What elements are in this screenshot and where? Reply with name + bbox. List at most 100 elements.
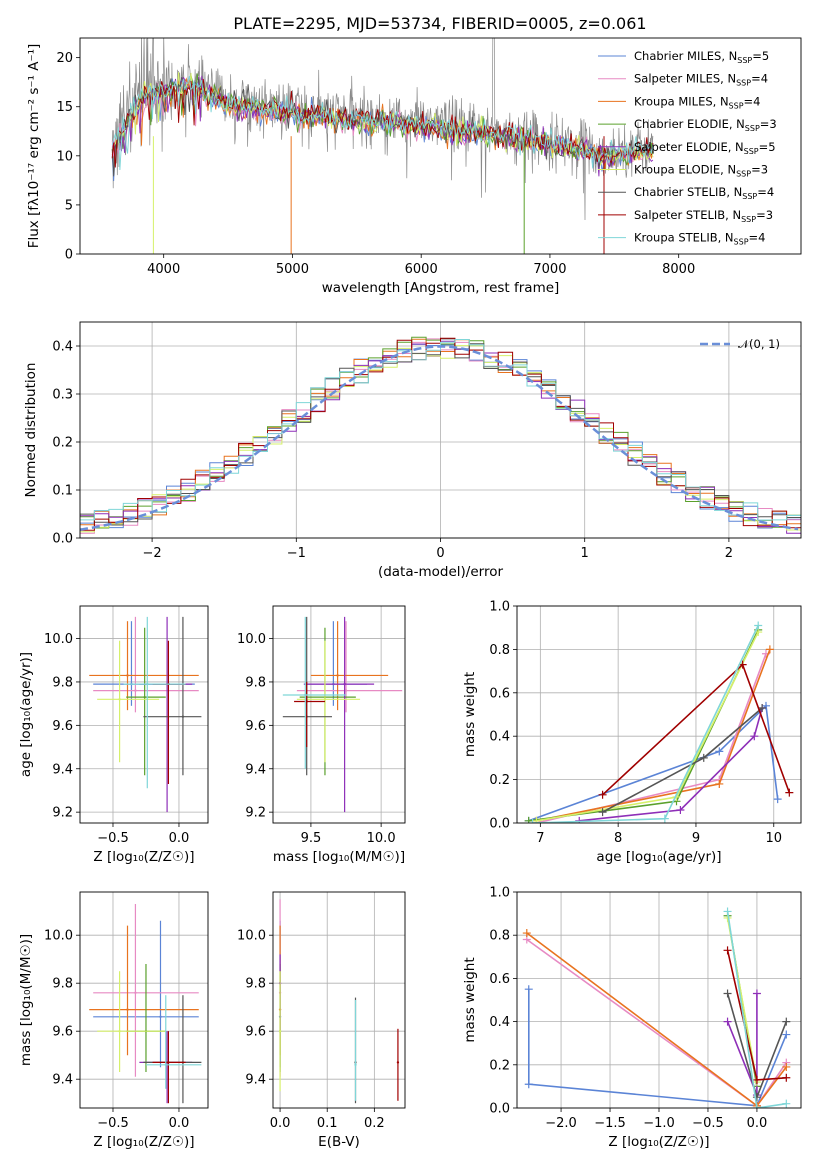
age-vs-mass-frame — [272, 605, 406, 824]
weight-vs-age-line-4 — [579, 707, 763, 822]
spectrum-xtick-label-3: 7000 — [533, 262, 566, 277]
weight-vs-Z-ytick-label-1: 0.2 — [489, 1058, 510, 1073]
weight-vs-age-frame — [516, 605, 802, 824]
legend-nssp-3: =3 — [760, 117, 777, 131]
age-vs-Z-ytick-label-1: 9.4 — [52, 762, 73, 777]
spectrum-ytick-label-3: 15 — [56, 100, 73, 115]
mass-vs-ebv-ytick-label-2: 9.8 — [245, 977, 266, 992]
weight-vs-age-xtick-label-3: 10 — [765, 831, 782, 846]
weight-vs-age-ytick-label-0: 0.0 — [489, 817, 510, 832]
age-vs-Z-frame — [79, 605, 209, 824]
legend-nssp-7: =3 — [756, 208, 773, 222]
mass-vs-ebv-xtick-label-2: 0.2 — [364, 1116, 385, 1131]
weight-vs-age-marker-8-0 — [528, 819, 537, 823]
mass-vs-Z-xtick-label-0: −0.5 — [97, 1116, 129, 1131]
age-vs-Z-point-1 — [134, 689, 137, 692]
weight-vs-age-marker-0-3 — [773, 795, 782, 804]
legend-label-3: Chabrier ELODIE, NSSP=3 — [634, 117, 777, 133]
age-vs-Z-point-5 — [118, 698, 121, 701]
mass-vs-Z-ytick-label-1: 9.6 — [52, 1025, 73, 1040]
mass-vs-ebv-frame — [272, 891, 406, 1109]
age-vs-Z-xlabel: Z [log₁₀(Z/Z☉)] — [93, 849, 194, 865]
spectrum-plot-area — [111, 38, 654, 254]
weight-vs-age-marker-0-1 — [715, 747, 724, 756]
age-vs-Z-ytick-label-3: 9.8 — [52, 675, 73, 690]
mass-vs-ebv-ytick-label-1: 9.6 — [245, 1025, 266, 1040]
mass-vs-Z-xlabel: Z [log₁₀(Z/Z☉)] — [93, 1134, 194, 1150]
age-vs-mass-xtick-label-1: 10.0 — [367, 831, 396, 846]
weight-vs-Z-ytick-label-5: 1.0 — [489, 886, 510, 901]
weight-vs-Z-ylabel: mass weight — [462, 957, 478, 1042]
weight-vs-Z-ytick-label-0: 0.0 — [489, 1102, 510, 1117]
weight-vs-Z-marker-8-2 — [782, 1099, 791, 1108]
weight-vs-age-marker-2-2 — [765, 645, 774, 654]
age-vs-Z-xtick-label-1: 0.0 — [169, 831, 190, 846]
residuals-frame — [79, 321, 802, 539]
age-vs-Z-ytick-label-4: 10.0 — [44, 632, 73, 647]
mass-vs-Z-point-2 — [126, 1008, 129, 1011]
weight-vs-age-xtick-label-2: 9 — [692, 831, 700, 846]
weight-vs-Z-marker-7-1 — [752, 1075, 761, 1084]
mass-vs-Z-ytick-label-3: 10.0 — [44, 929, 73, 944]
residuals-ytick-label-4: 0.4 — [52, 340, 73, 355]
weight-vs-Z-marker-0-0 — [524, 985, 533, 994]
weight-vs-Z-marker-2-0 — [522, 929, 531, 938]
mass-vs-Z-ylabel: mass [log₁₀(M/M☉)] — [18, 934, 34, 1066]
weight-vs-age-marker-6-0 — [598, 808, 607, 817]
residuals-xtick-label-3: 1 — [581, 546, 589, 561]
weight-vs-Z-marker-8-0 — [723, 907, 732, 916]
weight-vs-age-marker-3-0 — [524, 816, 533, 823]
normal-legend-label: 𝒩(0, 1) — [738, 337, 780, 351]
legend-label-6: Chabrier STELIB, NSSP=4 — [634, 185, 774, 201]
mass-vs-Z-point-8 — [164, 1063, 167, 1067]
age-vs-Z-ytick-label-2: 9.6 — [52, 719, 73, 734]
weight-vs-Z-marker-6-0 — [723, 989, 732, 998]
mass-vs-ebv-plot-area — [278, 899, 400, 1104]
weight-vs-age-xlabel: age [log₁₀(age/yr)] — [596, 849, 721, 865]
legend-nssp-8: =4 — [749, 231, 766, 245]
weight-vs-age-marker-8-1 — [660, 814, 669, 823]
weight-vs-Z-marker-7-2 — [782, 1073, 791, 1082]
residuals-xtick-label-0: −2 — [143, 546, 162, 561]
mass-vs-Z-axes: −0.5 0.0 9.4 9.6 9.8 10.0 Z [log₁₀(Z/Z☉)] mass … — [18, 892, 208, 1150]
weight-vs-Z-marker-7-0 — [723, 946, 732, 955]
legend-label-8: Kroupa STELIB, NSSP=4 — [634, 231, 765, 247]
legend-sub-6: SSP — [742, 192, 757, 201]
residuals-plot-area — [80, 336, 801, 534]
age-vs-Z-point-6 — [181, 715, 185, 718]
age-vs-mass-ytick-label-3: 9.8 — [245, 675, 266, 690]
age-vs-mass-ytick-label-2: 9.6 — [245, 719, 266, 734]
weight-vs-age-axes: 7 8 9 10 0.0 0.2 0.4 0.6 0.8 1.0 age [log₁₀(age/yr… — [462, 600, 801, 865]
age-vs-mass-point-2 — [336, 674, 339, 677]
residuals-ytick-label-0: 0.0 — [52, 532, 73, 547]
weight-vs-Z-xtick-label-3: −0.5 — [692, 1116, 724, 1131]
weight-vs-age-marker-7-0 — [598, 790, 607, 799]
weight-vs-Z-xlabel: Z [log₁₀(Z/Z☉)] — [608, 1134, 709, 1150]
spectrum-frame — [79, 37, 802, 255]
weight-vs-age-ylabel: mass weight — [462, 672, 478, 757]
age-vs-mass-ytick-label-0: 9.2 — [245, 806, 266, 821]
normal-curve — [80, 345, 799, 531]
weight-vs-Z-marker-2-2 — [782, 1062, 791, 1071]
legend-sub-5: SSP — [736, 170, 751, 179]
legend-sub-4: SSP — [744, 147, 759, 156]
weight-vs-Z-ytick-label-4: 0.8 — [489, 929, 510, 944]
age-vs-mass-point-7 — [305, 700, 308, 703]
weight-vs-Z-marker-6-1 — [752, 1093, 761, 1102]
mass-vs-Z-point-7 — [167, 1061, 170, 1064]
weight-vs-Z-marker-0-1 — [524, 1080, 533, 1089]
weight-vs-Z-marker-0-3 — [782, 1030, 791, 1039]
spectrum-ytick-label-1: 5 — [65, 198, 73, 213]
age-vs-Z-xtick-label-0: −0.5 — [97, 831, 129, 846]
mass-vs-ebv-xtick-label-1: 0.1 — [317, 1116, 338, 1131]
legend-label-5: Kroupa ELODIE, NSSP=3 — [634, 163, 768, 179]
mass-vs-Z-xtick-label-1: 0.0 — [169, 1116, 190, 1131]
legend-sub-8: SSP — [734, 238, 749, 247]
weight-vs-age-ytick-label-4: 0.8 — [489, 643, 510, 658]
legend-sub-2: SSP — [729, 101, 744, 110]
weight-vs-age-line-0 — [528, 704, 779, 822]
mass-vs-Z-point-0 — [159, 1015, 162, 1018]
weight-vs-age-marker-4-2 — [750, 732, 759, 741]
mass-vs-ebv-xlabel: E(B-V) — [318, 1134, 360, 1150]
weight-vs-Z-line-0 — [527, 989, 788, 1107]
